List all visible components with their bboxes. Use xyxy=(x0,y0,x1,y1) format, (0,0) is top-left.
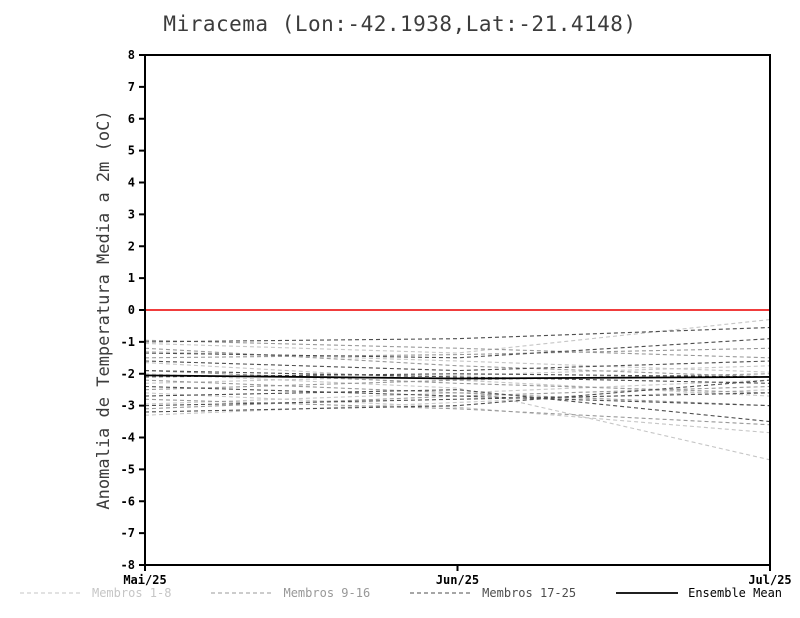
svg-text:4: 4 xyxy=(128,176,135,190)
svg-text:6: 6 xyxy=(128,112,135,126)
svg-text:7: 7 xyxy=(128,80,135,94)
svg-text:8: 8 xyxy=(128,48,135,62)
legend-label: Membros 9-16 xyxy=(283,586,371,600)
legend-line-membros-17-25-icon xyxy=(410,592,473,594)
svg-text:Jul/25: Jul/25 xyxy=(748,573,791,587)
svg-text:Jun/25: Jun/25 xyxy=(436,573,479,587)
legend-item-membros-1-8: Membros 1-8 xyxy=(18,586,171,600)
svg-text:5: 5 xyxy=(128,144,135,158)
svg-text:-1: -1 xyxy=(121,335,135,349)
svg-text:3: 3 xyxy=(128,207,135,221)
legend-label: Membros 1-8 xyxy=(91,586,172,600)
plot-area: -8 -7 -6 -5 -4 -3 -2 -1 0 1 2 3 4 5 6 7 8 Mai/25 Jun/25 Jul… xyxy=(121,48,792,587)
legend-label: Membros 17-25 xyxy=(482,586,577,600)
svg-text:-6: -6 xyxy=(121,494,135,508)
svg-text:-3: -3 xyxy=(121,399,135,413)
svg-text:1: 1 xyxy=(128,271,135,285)
svg-text:-8: -8 xyxy=(121,558,135,572)
legend-line-ensemble-mean-icon xyxy=(616,592,679,594)
svg-text:Mai/25: Mai/25 xyxy=(123,573,166,587)
legend-item-membros-9-16: Membros 9-16 xyxy=(209,586,370,600)
legend-item-ensemble-mean: Ensemble Mean xyxy=(614,586,782,600)
y-axis-label: Anomalia de Temperatura Media a 2m (oC) xyxy=(94,110,114,510)
svg-text:-4: -4 xyxy=(121,431,135,445)
svg-text:2: 2 xyxy=(128,239,135,253)
legend-line-membros-9-16-icon xyxy=(211,592,274,594)
legend-line-membros-1-8-icon xyxy=(19,592,82,594)
svg-text:-2: -2 xyxy=(121,367,135,381)
legend: Membros 1-8 Membros 9-16 Membros 17-25 E… xyxy=(0,586,800,600)
chart-title: Miracema (Lon:-42.1938,Lat:-21.4148) xyxy=(163,12,637,36)
svg-text:-7: -7 xyxy=(121,526,135,540)
svg-text:0: 0 xyxy=(128,303,135,317)
legend-label: Ensemble Mean xyxy=(688,586,783,600)
legend-item-membros-17-25: Membros 17-25 xyxy=(408,586,576,600)
svg-text:-5: -5 xyxy=(121,462,135,476)
